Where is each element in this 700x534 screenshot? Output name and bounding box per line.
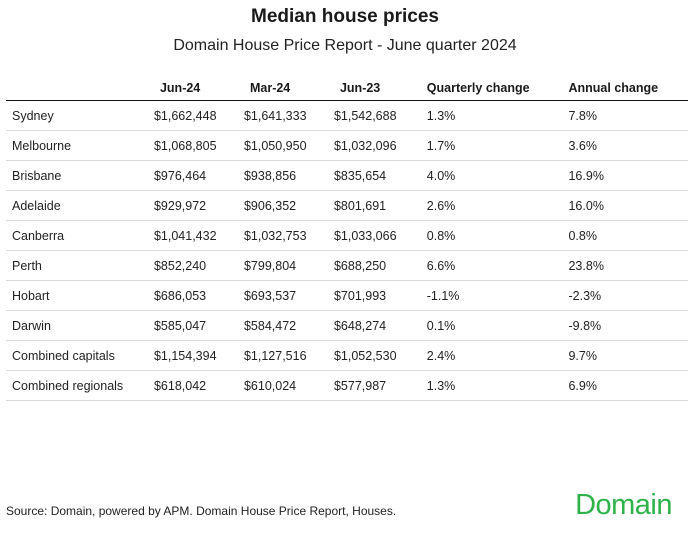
cell-mar-24: $1,127,516	[243, 340, 334, 371]
cell-annual-change: 16.9%	[568, 160, 688, 191]
cell-quarterly-change: 6.6%	[426, 250, 569, 281]
column-header-jun-23: Jun-23	[333, 76, 427, 101]
cell-region: Melbourne	[6, 130, 154, 161]
cell-region: Canberra	[6, 220, 154, 251]
table-header-row: Jun-24 Mar-24 Jun-23 Quarterly change An…	[6, 76, 688, 101]
cell-annual-change: 0.8%	[568, 220, 688, 251]
table-row: Brisbane $976,464 $938,856 $835,654 4.0%…	[6, 160, 688, 191]
domain-logo: Domain	[575, 489, 672, 521]
cell-jun-23: $577,987	[333, 370, 427, 401]
cell-jun-23: $1,542,688	[333, 100, 427, 131]
cell-region: Adelaide	[6, 190, 154, 221]
cell-quarterly-change: 0.8%	[426, 220, 569, 251]
cell-quarterly-change: 1.3%	[426, 370, 569, 401]
source-note: Source: Domain, powered by APM. Domain H…	[6, 504, 397, 518]
cell-annual-change: -9.8%	[568, 310, 688, 341]
cell-jun-23: $801,691	[333, 190, 427, 221]
cell-mar-24: $584,472	[243, 310, 334, 341]
cell-region: Sydney	[6, 100, 154, 131]
table-row: Melbourne $1,068,805 $1,050,950 $1,032,0…	[6, 130, 688, 161]
cell-jun-23: $648,274	[333, 310, 427, 341]
cell-jun-24: $686,053	[153, 280, 244, 311]
column-header-quarterly-change: Quarterly change	[426, 76, 569, 101]
cell-mar-24: $1,050,950	[243, 130, 334, 161]
cell-quarterly-change: 0.1%	[426, 310, 569, 341]
cell-annual-change: 9.7%	[568, 340, 688, 371]
cell-annual-change: 3.6%	[568, 130, 688, 161]
page-subtitle: Domain House Price Report - June quarter…	[173, 37, 517, 54]
cell-annual-change: -2.3%	[568, 280, 688, 311]
table-row: Canberra $1,041,432 $1,032,753 $1,033,06…	[6, 220, 688, 251]
table-row: Adelaide $929,972 $906,352 $801,691 2.6%…	[6, 190, 688, 221]
cell-quarterly-change: 2.6%	[426, 190, 569, 221]
cell-jun-23: $701,993	[333, 280, 427, 311]
page-title: Median house prices	[251, 6, 439, 27]
cell-jun-24: $1,154,394	[153, 340, 244, 371]
cell-jun-23: $835,654	[333, 160, 427, 191]
cell-jun-23: $1,033,066	[333, 220, 427, 251]
cell-jun-24: $976,464	[153, 160, 244, 191]
cell-quarterly-change: 2.4%	[426, 340, 569, 371]
cell-region: Combined regionals	[6, 370, 154, 401]
cell-quarterly-change: 1.7%	[426, 130, 569, 161]
cell-jun-24: $1,041,432	[153, 220, 244, 251]
cell-mar-24: $610,024	[243, 370, 334, 401]
column-header-jun-24: Jun-24	[153, 76, 244, 101]
table-row: Darwin $585,047 $584,472 $648,274 0.1% -…	[6, 310, 688, 341]
price-table: Jun-24 Mar-24 Jun-23 Quarterly change An…	[6, 76, 688, 401]
cell-mar-24: $1,032,753	[243, 220, 334, 251]
cell-mar-24: $1,641,333	[243, 100, 334, 131]
cell-quarterly-change: -1.1%	[426, 280, 569, 311]
cell-jun-24: $618,042	[153, 370, 244, 401]
cell-jun-24: $585,047	[153, 310, 244, 341]
cell-mar-24: $938,856	[243, 160, 334, 191]
column-header-annual-change: Annual change	[568, 76, 688, 101]
column-header-mar-24: Mar-24	[243, 76, 334, 101]
cell-mar-24: $693,537	[243, 280, 334, 311]
cell-quarterly-change: 1.3%	[426, 100, 569, 131]
cell-quarterly-change: 4.0%	[426, 160, 569, 191]
cell-jun-24: $852,240	[153, 250, 244, 281]
cell-jun-24: $929,972	[153, 190, 244, 221]
cell-jun-23: $1,032,096	[333, 130, 427, 161]
cell-region: Darwin	[6, 310, 154, 341]
cell-annual-change: 23.8%	[568, 250, 688, 281]
cell-jun-23: $688,250	[333, 250, 427, 281]
table-row: Perth $852,240 $799,804 $688,250 6.6% 23…	[6, 250, 688, 281]
cell-jun-23: $1,052,530	[333, 340, 427, 371]
table-row: Combined capitals $1,154,394 $1,127,516 …	[6, 340, 688, 371]
cell-jun-24: $1,662,448	[153, 100, 244, 131]
cell-mar-24: $906,352	[243, 190, 334, 221]
cell-region: Perth	[6, 250, 154, 281]
cell-region: Brisbane	[6, 160, 154, 191]
cell-annual-change: 6.9%	[568, 370, 688, 401]
cell-region: Combined capitals	[6, 340, 154, 371]
cell-annual-change: 16.0%	[568, 190, 688, 221]
column-header-region	[6, 76, 154, 101]
table-row: Hobart $686,053 $693,537 $701,993 -1.1% …	[6, 280, 688, 311]
table-row: Combined regionals $618,042 $610,024 $57…	[6, 370, 688, 401]
cell-jun-24: $1,068,805	[153, 130, 244, 161]
cell-annual-change: 7.8%	[568, 100, 688, 131]
cell-mar-24: $799,804	[243, 250, 334, 281]
table-row: Sydney $1,662,448 $1,641,333 $1,542,688 …	[6, 100, 688, 131]
cell-region: Hobart	[6, 280, 154, 311]
